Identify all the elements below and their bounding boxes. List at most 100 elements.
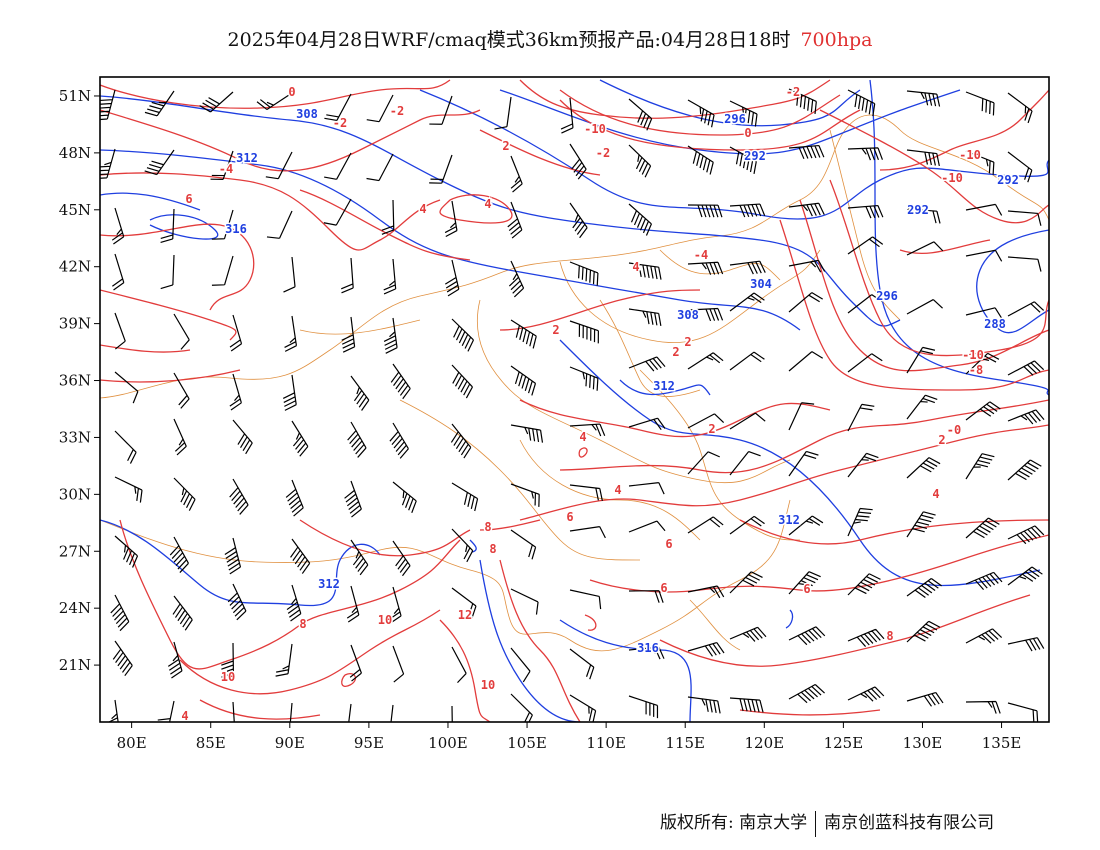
lon-tick-label: 100E <box>428 734 468 752</box>
wind-barb <box>965 150 995 175</box>
wind-barb <box>199 91 234 113</box>
wind-barb <box>392 540 411 577</box>
wind-barb <box>211 209 234 240</box>
wind-barb <box>366 94 394 123</box>
wind-barb <box>687 585 725 599</box>
wind-barb <box>1007 525 1045 545</box>
contour-label: -8 <box>969 363 983 377</box>
wind-barb <box>389 422 409 459</box>
wind-barb <box>687 307 724 322</box>
wind-barb <box>510 319 537 349</box>
wind-barb <box>906 346 936 374</box>
wind-barb <box>275 643 293 677</box>
wind-barb <box>229 478 249 515</box>
wind-barb <box>847 573 881 596</box>
wind-barb <box>229 373 242 411</box>
contour-labels: 3083123162962922922922962883043083123123… <box>180 84 1020 723</box>
wind-barb <box>100 89 116 121</box>
contour-label: 8 <box>484 520 491 534</box>
wind-barb <box>628 646 665 660</box>
wind-barb <box>1007 256 1042 272</box>
wind-barb <box>265 151 293 180</box>
wind-barb <box>788 202 825 217</box>
footer-divider <box>815 810 817 837</box>
lon-tick-label: 95E <box>354 734 384 752</box>
lat-tick-label: 42N <box>59 258 91 276</box>
wind-barb <box>440 705 454 722</box>
wind-barb <box>451 482 479 512</box>
wind-barb <box>210 150 234 180</box>
wind-barb <box>160 254 175 290</box>
wind-barb <box>906 620 941 643</box>
contour-label: 8 <box>886 629 893 643</box>
contour-label: 4 <box>484 197 491 211</box>
plot-frame <box>99 76 1050 723</box>
wind-barb <box>965 203 1003 216</box>
wind-barb <box>285 479 304 517</box>
wind-barb <box>1007 301 1045 317</box>
wind-barb <box>965 571 1003 591</box>
contour-label: 304 <box>750 277 772 291</box>
contour-label: 8 <box>299 617 306 631</box>
contour-label: 6 <box>185 192 192 206</box>
lon-tick-label: 130E <box>903 734 943 752</box>
wind-barb <box>377 704 394 722</box>
wind-barb <box>628 262 662 280</box>
wind-barb <box>290 538 311 574</box>
lon-tick-label: 110E <box>586 734 626 752</box>
contour-label: 288 <box>984 317 1006 331</box>
wind-barb <box>114 312 126 350</box>
wind-barb <box>256 92 293 111</box>
wind-barb <box>729 450 761 476</box>
wind-barb <box>569 484 603 502</box>
wind-barb <box>173 372 190 409</box>
wind-barb <box>687 516 724 534</box>
wind-barb <box>569 423 606 437</box>
contour-label: 2 <box>938 433 945 447</box>
wind-barb <box>628 144 652 178</box>
lat-tick-label: 48N <box>59 144 91 162</box>
wind-barb <box>965 352 1000 375</box>
wind-barb <box>847 353 883 373</box>
wind-barb <box>100 148 116 180</box>
title-level: 700hpa <box>800 29 873 51</box>
wind-barb <box>112 253 125 291</box>
wind-barb <box>729 515 765 535</box>
lat-tick-label: 36N <box>59 372 91 390</box>
wind-barb <box>451 318 475 352</box>
wind-barb <box>628 203 652 236</box>
wind-barb <box>105 699 120 722</box>
wind-barb <box>349 644 362 682</box>
wind-barb <box>510 647 531 683</box>
wind-barb <box>687 642 725 657</box>
contour-label: 6 <box>665 537 672 551</box>
wind-barb <box>291 420 309 457</box>
wind-barb <box>284 315 298 352</box>
contour-label: 4 <box>419 202 426 216</box>
wind-barb <box>282 374 297 411</box>
contour-label: -10 <box>959 148 981 162</box>
contour-label: -4 <box>694 248 708 262</box>
wind-barb <box>508 260 525 298</box>
wind-barb <box>560 97 574 134</box>
contour-label: 292 <box>907 203 929 217</box>
wind-barb <box>788 571 821 595</box>
wind-barb <box>350 375 370 411</box>
contour-label: 12 <box>458 608 472 622</box>
wind-barb <box>687 352 724 370</box>
wind-barb <box>114 535 139 568</box>
contour-label: 296 <box>876 289 898 303</box>
wind-barb <box>510 365 537 396</box>
wind-barb <box>221 642 235 678</box>
wind-barb <box>1007 409 1045 425</box>
wind-barb <box>788 515 824 536</box>
wind-barb <box>847 686 885 702</box>
lat-tick-label: 27N <box>59 542 91 560</box>
wind-barb <box>266 210 293 239</box>
wind-barb <box>324 152 352 180</box>
contour-label: -4 <box>219 162 233 176</box>
wind-barb <box>569 366 599 391</box>
wind-barb <box>429 95 453 125</box>
contour-label: 8 <box>489 542 496 556</box>
contour-label: 0 <box>744 126 751 140</box>
